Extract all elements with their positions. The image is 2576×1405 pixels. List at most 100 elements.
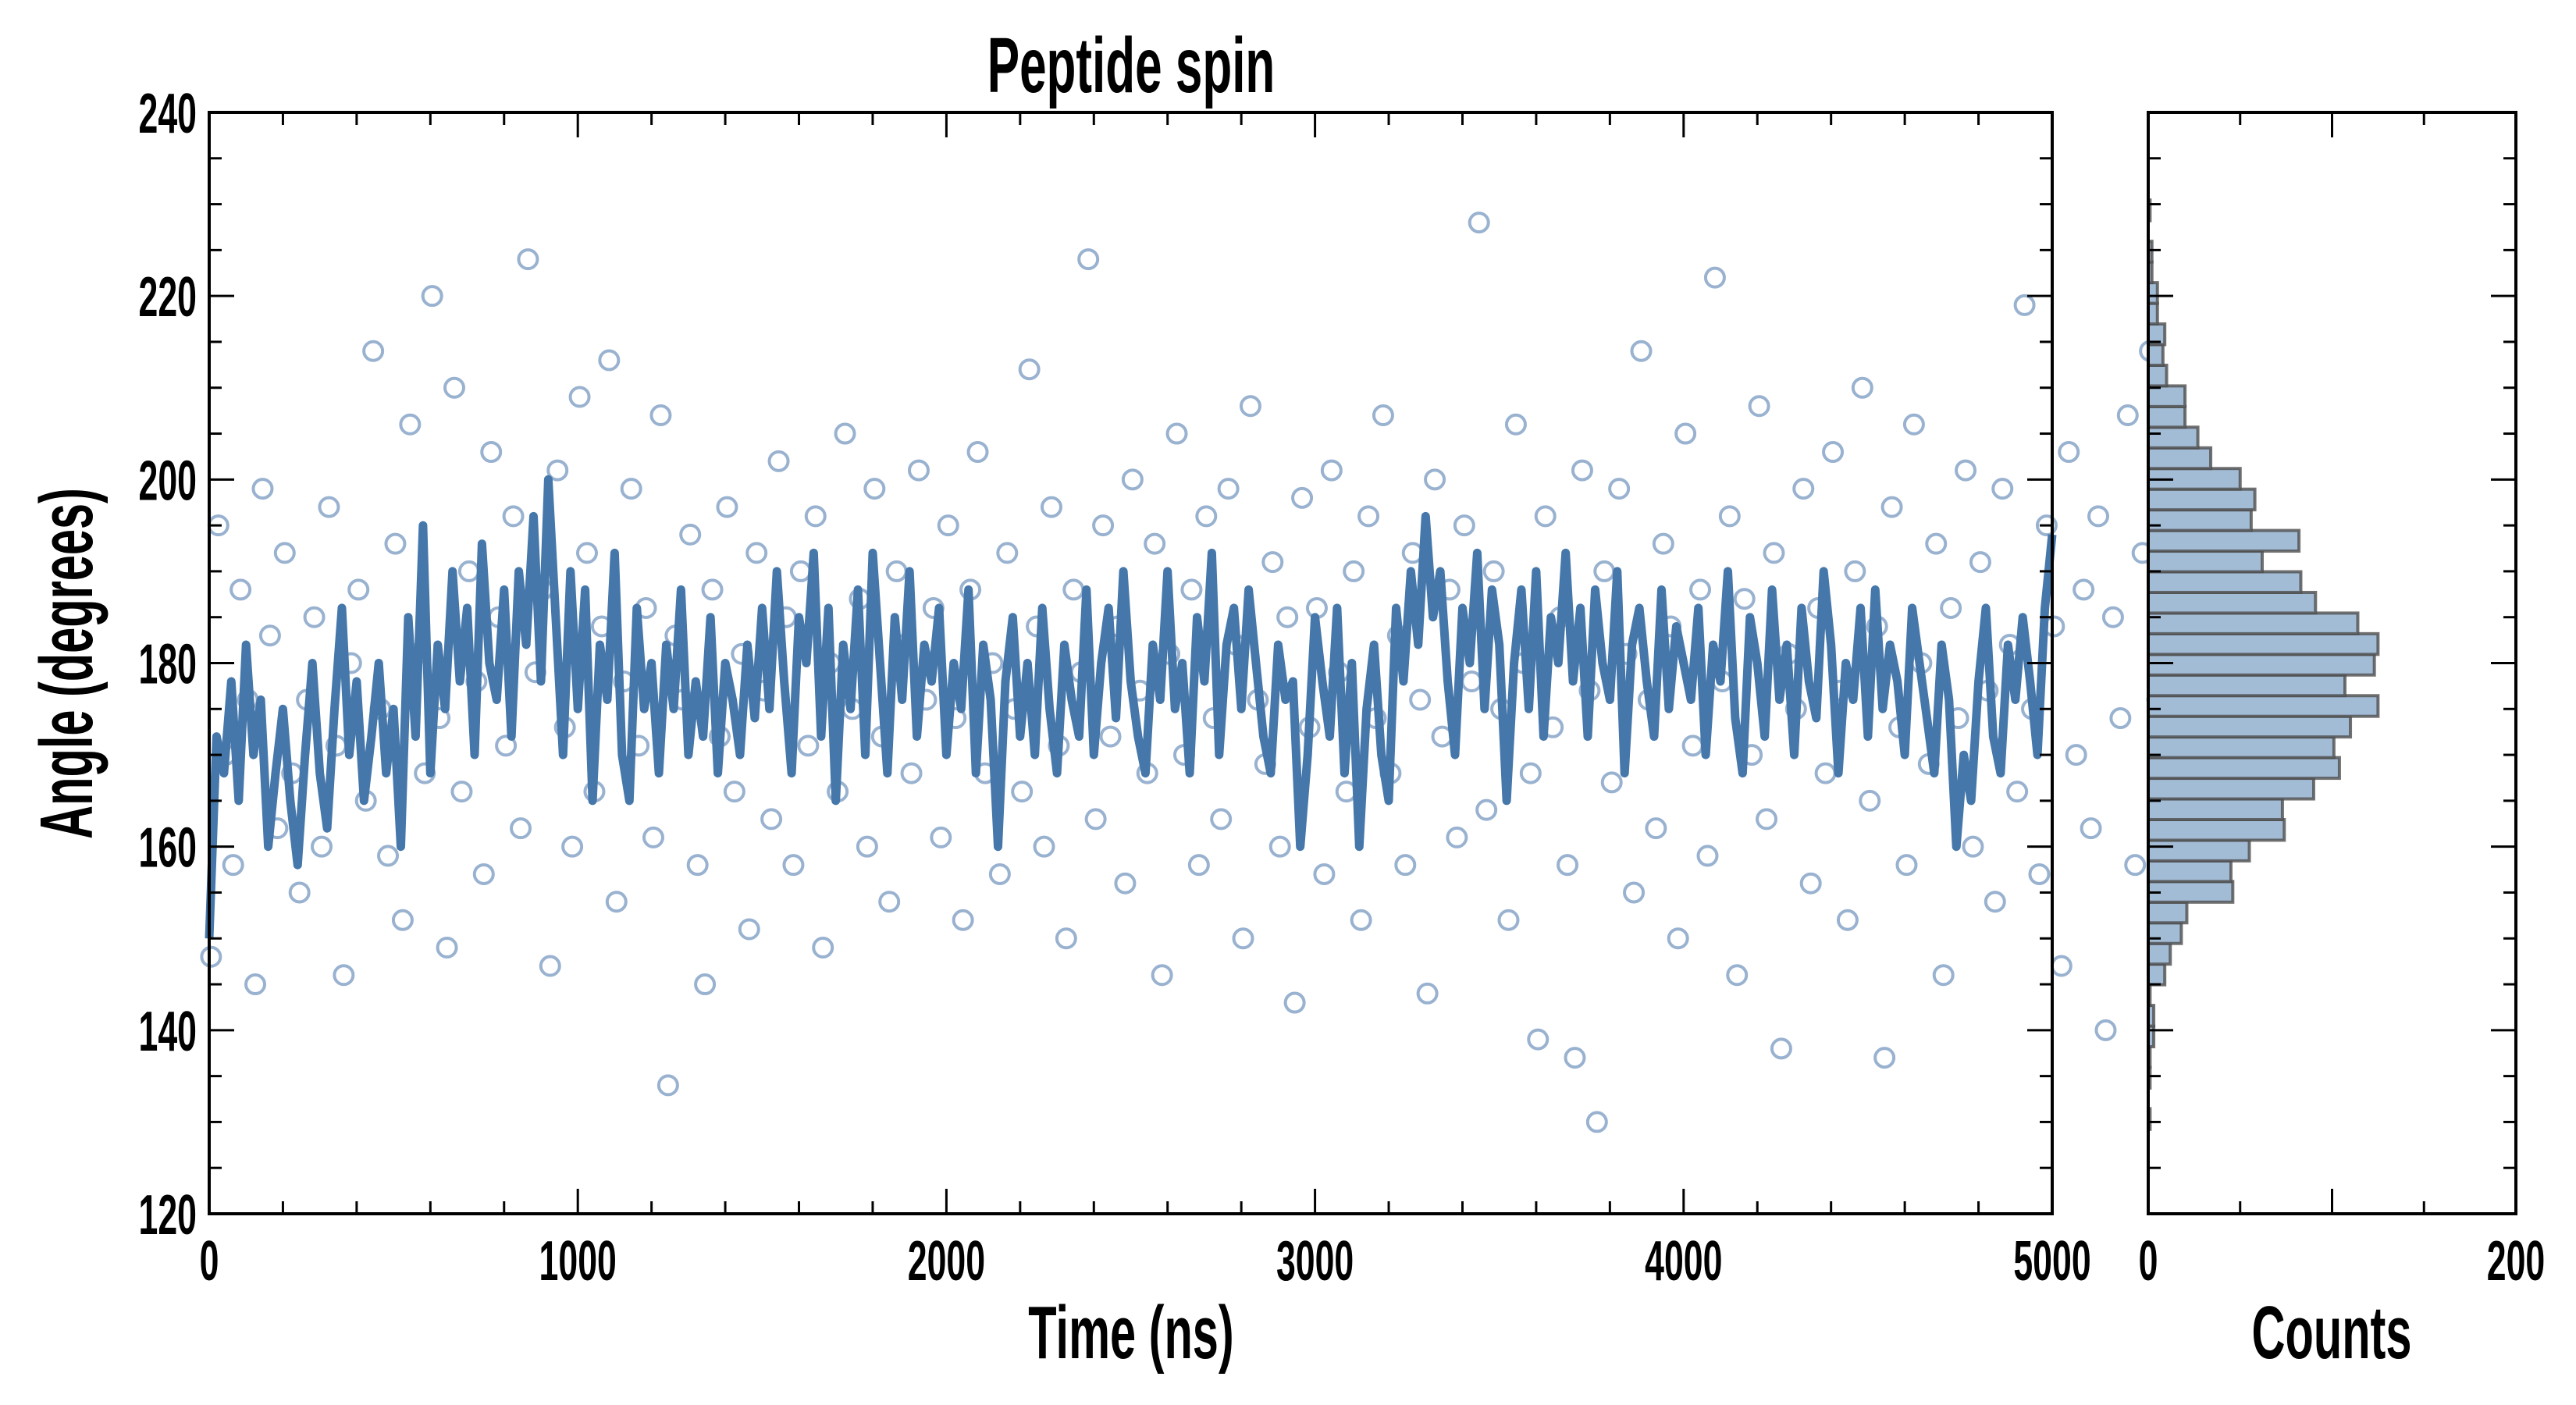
scatter-point [1814, 762, 1837, 784]
scatter-point [1718, 505, 1741, 528]
y-tick-label: 140 [139, 1000, 197, 1063]
scatter-point [495, 735, 518, 757]
scatter-point [856, 835, 878, 858]
scatter-point [1955, 459, 1977, 482]
scatter-point [1424, 468, 1446, 491]
scatter-point [1630, 340, 1653, 362]
scatter-point [1822, 441, 1845, 464]
scatter-point [2058, 441, 2080, 464]
scatter-point [1696, 845, 1719, 867]
histogram-bar [2147, 363, 2169, 388]
scatter-point [1645, 817, 1667, 840]
scatter-point [1902, 413, 1925, 436]
scatter-point [863, 478, 886, 500]
scatter-point [1859, 789, 1881, 812]
scatter-point [1799, 872, 1822, 895]
scatter-point [2006, 781, 2029, 803]
scatter-point [222, 854, 244, 877]
chart-title: Peptide spin [987, 22, 1276, 109]
y-tick-label: 160 [139, 816, 197, 880]
scatter-point [1180, 578, 1203, 601]
scatter-point [1733, 588, 1756, 610]
scatter-point [620, 478, 642, 500]
scatter-point [907, 459, 930, 482]
histogram-bar [2147, 900, 2189, 925]
scatter-point [598, 349, 621, 372]
scatter-point [1217, 478, 1240, 500]
histogram-x-tick-label: 0 [2139, 1229, 2158, 1293]
scatter-point [1195, 505, 1218, 528]
scatter-point [1681, 735, 1704, 757]
x-tick-label: 3000 [1276, 1229, 1354, 1293]
histogram-bar [2147, 631, 2380, 656]
histogram-bar [2147, 425, 2200, 450]
scatter-point [539, 955, 561, 977]
scatter-point [1600, 771, 1623, 794]
x-tick-label: 0 [200, 1229, 219, 1293]
scatter-point [2087, 505, 2110, 528]
scatter-point [1121, 468, 1144, 491]
histogram-bar [2147, 487, 2257, 512]
scatter-point [2124, 854, 2147, 877]
histogram-bar [2147, 817, 2286, 842]
scatter-point [1350, 909, 1372, 931]
scatter-point [1497, 909, 1520, 931]
histogram-bar [2147, 570, 2303, 594]
scatter-point [996, 542, 1019, 564]
scatter-point [1475, 799, 1498, 821]
scatter-point [1210, 808, 1233, 831]
scatter-point [1187, 854, 1210, 877]
scatter-point [1144, 532, 1166, 555]
scatter-point [258, 624, 281, 647]
scatter-point [1232, 927, 1254, 950]
scatter-point [2080, 817, 2102, 840]
ticks-layer [208, 111, 2517, 1215]
scatter-point [797, 735, 820, 757]
scatter-point [804, 505, 827, 528]
y-axis-label: Angle (degrees) [24, 488, 108, 839]
scatter-point [399, 413, 422, 436]
scatter-point [1416, 982, 1439, 1005]
scatter-point [1018, 358, 1041, 381]
scatter-point [1593, 560, 1616, 582]
histogram-bar [2147, 880, 2235, 904]
scatter-point [878, 891, 901, 913]
scatter-point [1372, 404, 1394, 427]
scatter-point [251, 478, 274, 500]
y-tick-label: 180 [139, 633, 197, 696]
scatter-point [2101, 606, 2124, 628]
scatter-point [244, 973, 267, 996]
scatter-point [436, 937, 458, 959]
scatter-point [716, 496, 738, 518]
scatter-point [1040, 496, 1062, 518]
scatter-point [656, 1074, 679, 1097]
scatter-point [1564, 1047, 1586, 1069]
scatter-point [1652, 532, 1674, 555]
scatter-point [1357, 505, 1380, 528]
scatter-point [1851, 376, 1873, 399]
scatter-point [1276, 606, 1299, 628]
histogram-bar [2147, 694, 2380, 718]
scatter-point [303, 606, 326, 628]
tick-labels: 0 1000 2000 3000 4000 50001201401601802002202… [139, 82, 2546, 1293]
scatter-point [288, 881, 311, 904]
scatter-point [561, 835, 584, 858]
scatter-point [1482, 560, 1505, 582]
scatter-point [443, 376, 466, 399]
scatter-point [1461, 670, 1483, 693]
histogram-bar [2147, 673, 2347, 698]
scatter-point [450, 781, 473, 803]
scatter-point [701, 578, 724, 601]
scatter-point [273, 542, 296, 564]
scatter-point [377, 845, 400, 867]
histogram-bar [2147, 962, 2167, 987]
y-tick-label: 120 [139, 1183, 197, 1247]
scatter-point [1792, 478, 1815, 500]
scatter-point [1261, 551, 1284, 574]
x-tick-label: 2000 [908, 1229, 985, 1293]
scatter-point [649, 404, 672, 427]
scatter-point [988, 863, 1011, 885]
histogram-bar [2147, 921, 2183, 945]
scatter-layer [200, 212, 2190, 1133]
